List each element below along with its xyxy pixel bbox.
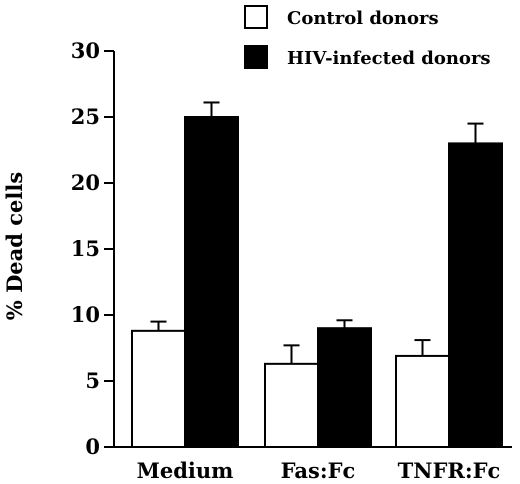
bar-control-0 <box>131 329 186 448</box>
legend-label: HIV-infected donors <box>287 48 491 69</box>
bar-control-1 <box>264 362 319 448</box>
bars <box>131 101 503 449</box>
legend-label: Control donors <box>287 8 439 29</box>
y-tick-label: 5 <box>85 368 100 393</box>
y-tick-label: 25 <box>71 104 100 129</box>
bar-hiv-1 <box>317 327 372 449</box>
x-tick-labels: Medium Fas:Fc TNFR:Fc <box>137 458 501 483</box>
x-tick-label: TNFR:Fc <box>398 458 501 483</box>
y-ticks: 0 5 10 15 20 25 30 <box>71 38 114 459</box>
legend-swatch-control <box>244 5 268 29</box>
legend-swatch-hiv <box>244 45 268 69</box>
bar-hiv-2 <box>448 142 503 448</box>
bar-hiv-0 <box>184 116 239 448</box>
y-tick-label: 10 <box>71 302 100 327</box>
x-tick-label: Medium <box>137 458 234 483</box>
y-tick-label: 0 <box>85 434 100 459</box>
y-tick-label: 30 <box>71 38 100 63</box>
y-tick-label: 15 <box>71 236 100 261</box>
x-tick-label: Fas:Fc <box>281 458 356 483</box>
y-axis-label: % Dead cells <box>2 172 27 320</box>
legend: Control donors HIV-infected donors <box>244 5 491 69</box>
bar-control-2 <box>395 354 450 449</box>
y-tick-label: 20 <box>71 170 100 195</box>
